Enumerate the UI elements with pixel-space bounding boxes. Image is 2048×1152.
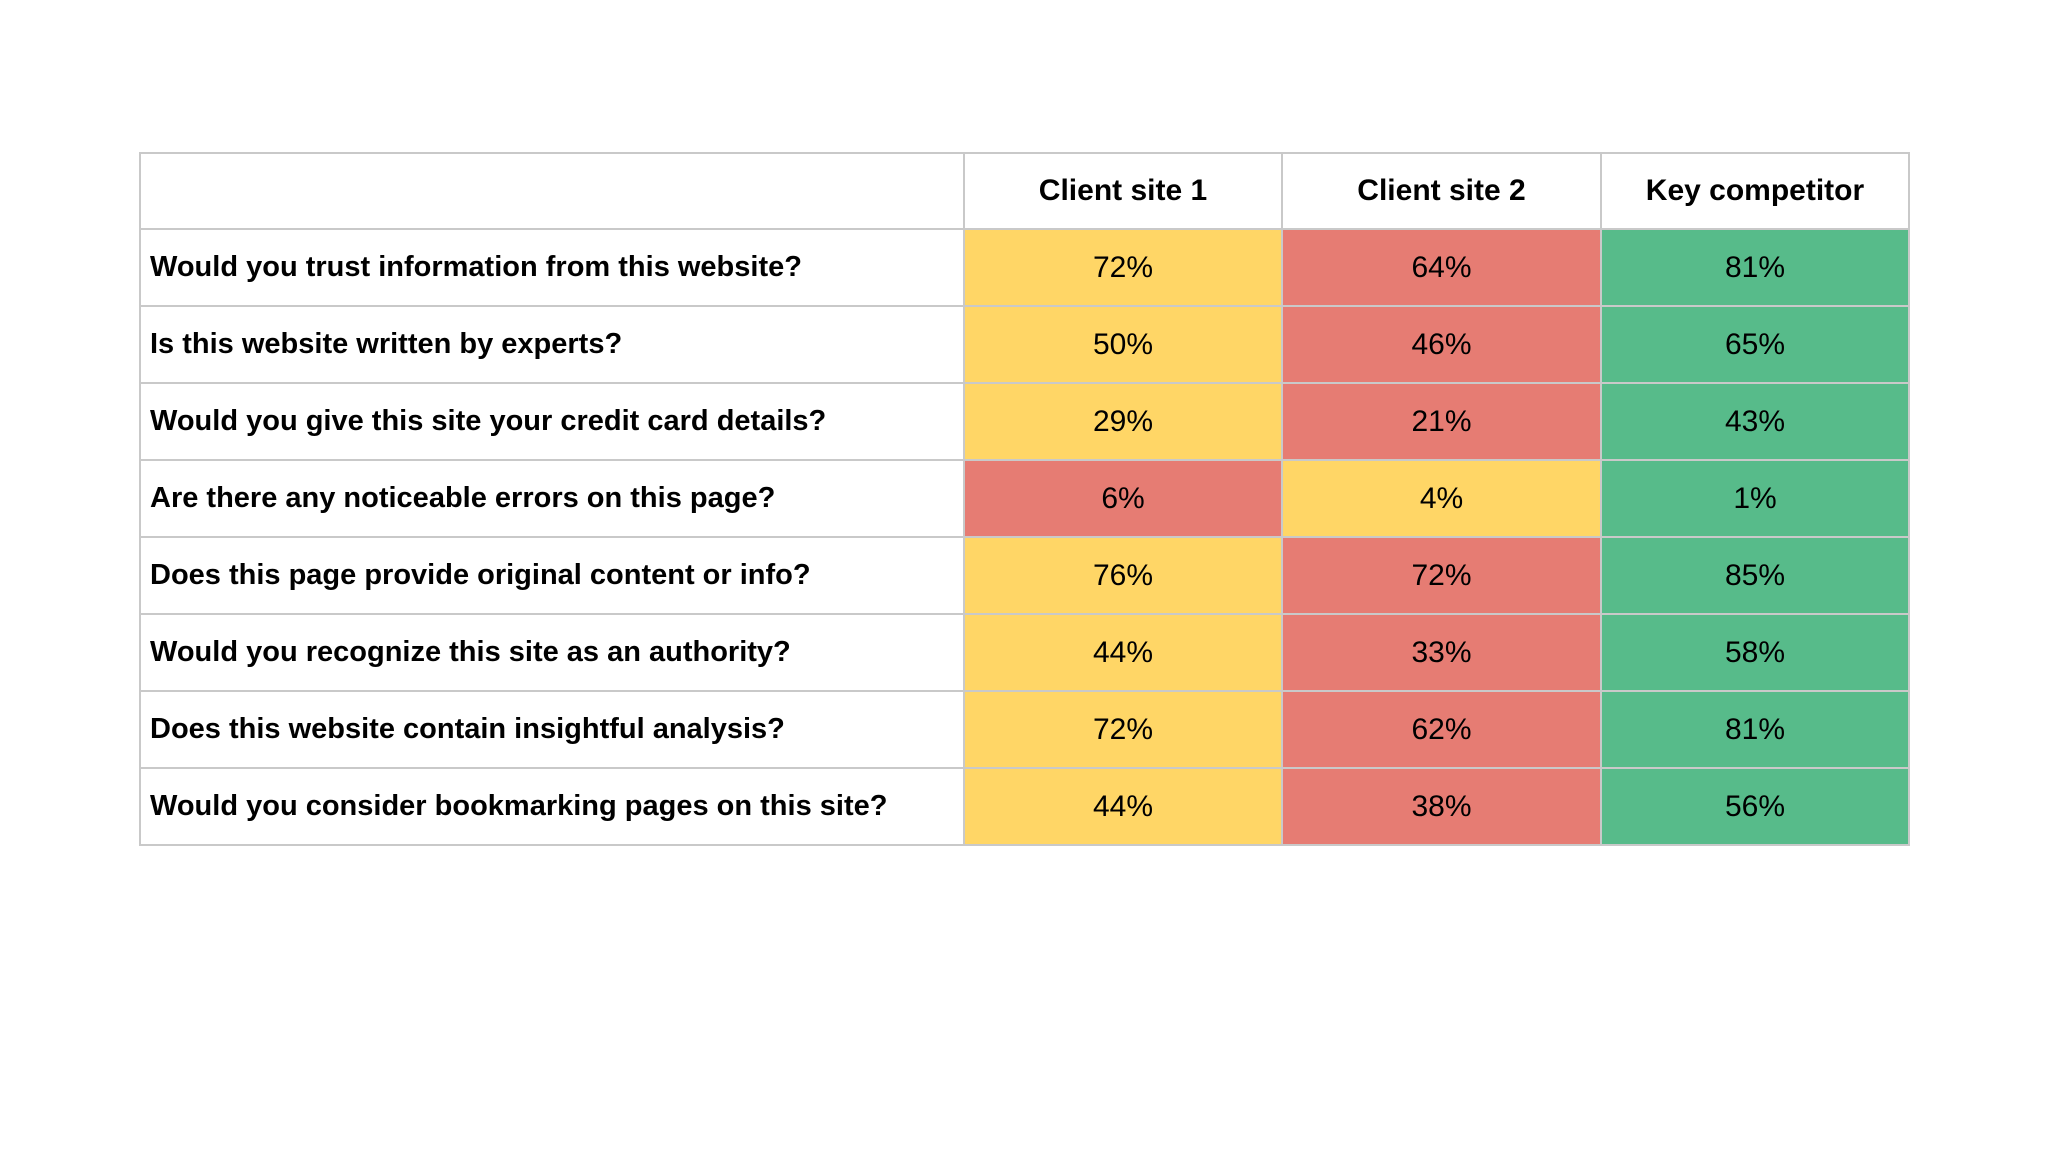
score-cell: 4% xyxy=(1281,459,1602,538)
score-cell: 6% xyxy=(963,459,1283,538)
score-cell: 85% xyxy=(1600,536,1910,615)
score-cell: 29% xyxy=(963,382,1283,461)
score-cell: 21% xyxy=(1281,382,1602,461)
score-cell: 50% xyxy=(963,305,1283,384)
question-cell: Does this page provide original content … xyxy=(139,536,965,615)
table-header: Client site 1 Client site 2 Key competit… xyxy=(139,152,1910,230)
table-body: Would you trust information from this we… xyxy=(139,228,1910,846)
score-cell: 64% xyxy=(1281,228,1602,307)
score-cell: 72% xyxy=(963,228,1283,307)
score-cell: 72% xyxy=(963,690,1283,769)
score-cell: 43% xyxy=(1600,382,1910,461)
header-cell-client-site-1: Client site 1 xyxy=(963,152,1283,230)
question-cell: Would you recognize this site as an auth… xyxy=(139,613,965,692)
table-row: Does this page provide original content … xyxy=(139,536,1910,615)
table-row: Would you give this site your credit car… xyxy=(139,382,1910,461)
score-cell: 1% xyxy=(1600,459,1910,538)
score-cell: 62% xyxy=(1281,690,1602,769)
header-cell-blank xyxy=(139,152,965,230)
question-cell: Would you give this site your credit car… xyxy=(139,382,965,461)
table-row: Is this website written by experts? 50% 46… xyxy=(139,305,1910,384)
score-cell: 65% xyxy=(1600,305,1910,384)
score-cell: 44% xyxy=(963,767,1283,846)
question-cell: Would you consider bookmarking pages on … xyxy=(139,767,965,846)
score-cell: 38% xyxy=(1281,767,1602,846)
question-cell: Is this website written by experts? xyxy=(139,305,965,384)
table-row: Would you consider bookmarking pages on … xyxy=(139,767,1910,846)
score-cell: 81% xyxy=(1600,228,1910,307)
table-row: Does this website contain insightful ana… xyxy=(139,690,1910,769)
question-cell: Are there any noticeable errors on this … xyxy=(139,459,965,538)
score-cell: 76% xyxy=(963,536,1283,615)
score-cell: 44% xyxy=(963,613,1283,692)
question-cell: Would you trust information from this we… xyxy=(139,228,965,307)
table-row: Would you recognize this site as an auth… xyxy=(139,613,1910,692)
score-cell: 46% xyxy=(1281,305,1602,384)
score-cell: 81% xyxy=(1600,690,1910,769)
question-cell: Does this website contain insightful ana… xyxy=(139,690,965,769)
score-cell: 58% xyxy=(1600,613,1910,692)
table-row: Are there any noticeable errors on this … xyxy=(139,459,1910,538)
table-row: Would you trust information from this we… xyxy=(139,228,1910,307)
comparison-table: Client site 1 Client site 2 Key competit… xyxy=(139,152,1910,846)
score-cell: 72% xyxy=(1281,536,1602,615)
header-row: Client site 1 Client site 2 Key competit… xyxy=(139,152,1910,230)
header-cell-client-site-2: Client site 2 xyxy=(1281,152,1602,230)
header-cell-key-competitor: Key competitor xyxy=(1600,152,1910,230)
score-cell: 56% xyxy=(1600,767,1910,846)
score-cell: 33% xyxy=(1281,613,1602,692)
